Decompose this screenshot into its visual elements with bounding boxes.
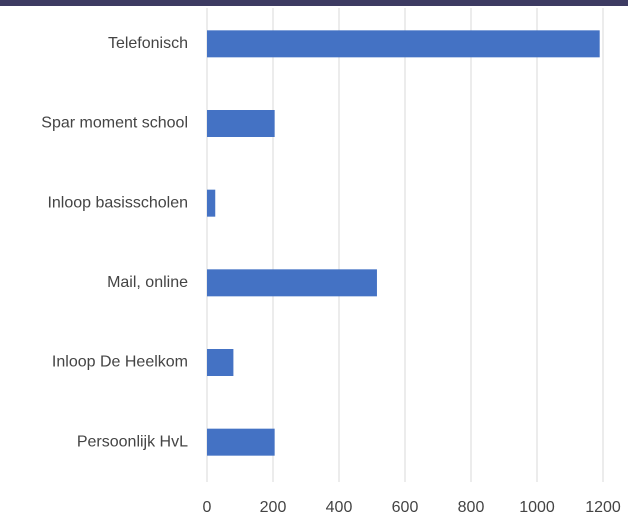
x-tick-label: 600	[392, 499, 419, 516]
bar	[207, 110, 275, 137]
bar	[207, 189, 216, 217]
y-tick-label: Inloop De Heelkom	[52, 354, 188, 371]
y-tick-label: Telefonisch	[108, 35, 188, 52]
bar	[207, 428, 275, 456]
x-tick-label: 1000	[519, 499, 555, 516]
top-strip	[0, 0, 628, 6]
y-tick-label: Mail, online	[107, 274, 188, 291]
bar	[207, 269, 377, 297]
bar	[207, 30, 600, 58]
bar	[207, 349, 234, 376]
y-tick-label: Persoonlijk HvL	[77, 433, 188, 450]
x-tick-label: 0	[203, 499, 212, 516]
x-tick-label: 400	[326, 499, 353, 516]
x-tick-label: 800	[458, 499, 485, 516]
x-tick-label: 1200	[585, 499, 621, 516]
y-tick-label: Inloop basisscholen	[47, 194, 188, 211]
x-tick-label: 200	[260, 499, 287, 516]
y-tick-label: Spar moment school	[41, 115, 188, 132]
